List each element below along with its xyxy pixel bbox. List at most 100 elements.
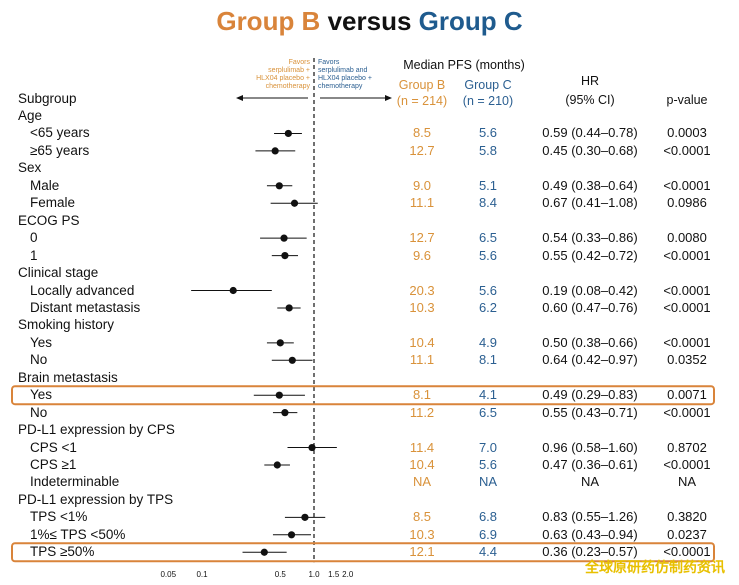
hr-point	[285, 304, 293, 312]
group-c-median: 6.5	[478, 230, 498, 246]
category-label: PD-L1 expression by TPS	[18, 491, 174, 507]
title-group-b: Group B	[216, 6, 321, 36]
x-tick-label: 0.5	[274, 570, 286, 579]
hr-ci-value: 0.63 (0.43–0.94)	[542, 526, 638, 542]
p-value: 0.0237	[667, 526, 707, 542]
subgroup-label: Distant metastasis	[30, 299, 141, 315]
title-group-c: Group C	[418, 6, 523, 36]
hr-point	[275, 182, 283, 190]
subgroup-label: CPS ≥1	[30, 457, 77, 472]
hr-point	[271, 147, 279, 155]
group-b-median: 8.1	[412, 387, 432, 403]
group-c-median: 5.6	[478, 247, 498, 263]
highlight-box	[11, 542, 715, 563]
group-c-median: 5.6	[478, 457, 498, 472]
hr-ci-value: 0.19 (0.08–0.42)	[542, 282, 638, 298]
hr-point	[276, 339, 284, 347]
hr-ci-value: NA	[580, 474, 600, 490]
hr-ci-value: 0.36 (0.23–0.57)	[542, 544, 638, 560]
favors-right-line: serplulimab and	[318, 67, 368, 74]
favors-right-arrowhead	[385, 95, 392, 101]
group-b-median: 10.3	[409, 526, 435, 542]
subgroup-label: No	[30, 404, 48, 420]
group-c-median: 6.9	[478, 526, 498, 542]
subgroup-label: 1%≤ TPS <50%	[30, 526, 126, 542]
group-b-median: 12.1	[409, 544, 435, 560]
hr-ci-value: 0.50 (0.38–0.66)	[542, 334, 638, 350]
group-b-median: 12.7	[409, 230, 435, 246]
p-value: 0.8702	[667, 439, 707, 455]
subgroup-label: TPS <1%	[30, 509, 88, 525]
group-c-median: 7.0	[478, 439, 498, 455]
favors-right-line: HLX04 placebo +	[318, 75, 372, 82]
group-c-median: 5.6	[478, 125, 498, 141]
subgroup-label: Yes	[30, 387, 53, 403]
group-c-median: 6.5	[478, 404, 498, 420]
subgroup-label: <65 years	[30, 125, 90, 141]
hr-point	[288, 356, 296, 364]
group-b-median: 11.4	[409, 439, 435, 455]
p-value: NA	[677, 474, 697, 490]
x-tick-label: 1.5	[328, 570, 340, 579]
favors-right-line: chemotherapy	[318, 83, 363, 90]
subgroup-label: Locally advanced	[30, 282, 135, 298]
hr-ci-value: 0.60 (0.47–0.76)	[542, 299, 638, 315]
category-label: Sex	[18, 160, 42, 176]
p-value: <0.0001	[663, 404, 711, 420]
group-b-median: 9.6	[412, 247, 432, 263]
group-b-median: 11.1	[409, 352, 435, 368]
group-c-median: 5.1	[478, 177, 498, 193]
header-pvalue: p-value	[666, 93, 708, 107]
subgroup-label: Indeterminable	[30, 474, 120, 490]
group-b-median: 8.5	[412, 509, 432, 525]
chart-title: Group B versus Group C	[0, 6, 739, 37]
hr-ci-value: 0.96 (0.58–1.60)	[542, 439, 638, 455]
group-b-median: NA	[412, 474, 432, 490]
favors-right-line: Favors	[318, 59, 340, 66]
p-value: <0.0001	[663, 177, 711, 193]
favors-left-line: chemotherapy	[265, 83, 310, 90]
hr-point	[281, 409, 289, 417]
group-b-median: 12.7	[409, 142, 435, 158]
hr-ci-value: 0.83 (0.55–1.26)	[542, 509, 638, 525]
favors-left-arrowhead	[236, 95, 243, 101]
hr-ci-value: 0.47 (0.36–0.61)	[542, 457, 638, 472]
p-value: <0.0001	[663, 299, 711, 315]
hr-ci-value: 0.67 (0.41–1.08)	[542, 195, 638, 211]
subgroup-label: Female	[30, 195, 76, 211]
hr-point	[260, 548, 268, 556]
group-c-median: 5.8	[478, 142, 498, 158]
category-label: Clinical stage	[18, 265, 99, 281]
header-subgroup: Subgroup	[18, 91, 77, 106]
group-c-median: 4.4	[478, 544, 498, 560]
subgroup-label: TPS ≥50%	[30, 544, 95, 560]
hr-ci-value: 0.49 (0.38–0.64)	[542, 177, 638, 193]
p-value: <0.0001	[663, 544, 711, 560]
favors-right-label: Favors serplulimab and HLX04 placebo + c…	[318, 59, 388, 91]
subgroup-label: 1	[30, 247, 38, 263]
header-group-b-n: (n = 214)	[396, 94, 448, 108]
hr-ci-value: 0.54 (0.33–0.86)	[542, 230, 638, 246]
x-tick-label: 0.1	[196, 570, 208, 579]
group-b-median: 11.2	[409, 404, 435, 420]
category-label: PD-L1 expression by CPS	[18, 422, 175, 438]
hr-point	[275, 391, 283, 399]
group-b-median: 10.4	[409, 334, 435, 350]
header-group-c-n: (n = 210)	[462, 94, 514, 108]
group-c-median: NA	[478, 474, 498, 490]
subgroup-label: ≥65 years	[30, 142, 90, 158]
group-c-median: 6.8	[478, 509, 498, 525]
category-label: Brain metastasis	[18, 369, 118, 385]
group-c-median: 4.1	[478, 387, 498, 403]
favors-left-line: HLX04 placebo +	[256, 75, 310, 82]
subgroup-label: 0	[30, 230, 38, 246]
p-value: <0.0001	[663, 334, 711, 350]
p-value: <0.0001	[663, 282, 711, 298]
hr-point	[287, 531, 296, 539]
x-tick-label: 2.0	[342, 570, 354, 579]
x-tick-label: 0.05	[160, 570, 177, 579]
hr-point	[280, 234, 288, 242]
p-value: <0.0001	[663, 247, 711, 263]
group-c-median: 8.1	[478, 352, 498, 368]
group-c-median: 4.9	[478, 334, 498, 350]
